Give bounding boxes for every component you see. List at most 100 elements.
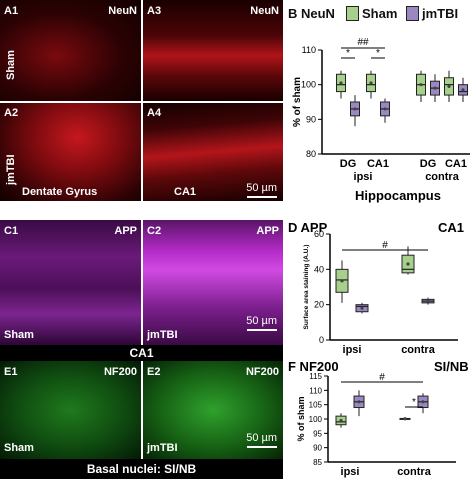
y-tick-label: 100 [309,415,323,424]
legend: B NeuN Sham jmTBI [288,2,474,24]
data-point [426,299,430,303]
y-tick-label: 100 [301,80,316,90]
y-tick-label: 90 [306,114,316,124]
data-point [383,107,387,111]
region-label: CA1 [174,186,197,198]
chart-f: F NF200 SI/NB 85 90 95 100 105 110 115 % of sham i… [288,359,469,478]
y-tick-label: 110 [309,386,322,395]
y-tick-label: 85 [313,458,322,467]
x-tick-label: DG [340,158,357,170]
chart-d: D APP CA1 0 20 40 60 Surface area staining (A.… [288,220,464,356]
y-axis-label: % of sham [292,77,303,127]
panel-a3: A3 NeuN [143,0,283,101]
chart-title-b: B NeuN [288,6,335,21]
panel-label: E2 [147,366,161,378]
stain-label: APP [256,225,279,237]
legend-label-jmtbi: jmTBI [422,6,459,21]
panel-label: A4 [147,107,162,119]
x-tick-label: ipsi [341,466,360,478]
panel-label: C2 [147,225,162,237]
y-axis-label: Surface area staining (A.U.) [303,245,310,330]
chart-title: F NF200 [288,359,339,374]
y-tick-label: 40 [314,264,324,274]
region-caption: CA1 [0,345,283,361]
chart-title: D APP [288,220,328,235]
data-point [433,86,437,90]
panel-label: A3 [147,5,162,17]
x-tick-label: contra [401,344,436,356]
group-label: jmTBI [5,154,17,185]
data-point [340,279,344,283]
sig-marker: * [412,397,416,408]
data-point [339,418,343,423]
data-point [419,83,423,87]
panel-a4: A4 CA1 50 µm [143,103,283,201]
data-point [339,81,343,85]
region-caption: Basal nuclei: SI/NB [0,459,283,479]
panel-a2: A2 jmTBI Dentate Gyrus [0,103,141,201]
stain-label: NF200 [103,366,137,378]
stain-label: NeuN [250,5,279,17]
group-label: Sham [4,329,34,341]
y-tick-label: 110 [302,45,316,55]
panel-e2: E2 NF200 jmTBI 50 µm [143,361,283,459]
group-label: contra [425,171,460,183]
sig-marker: * [346,48,350,59]
scale-bar-label: 50 µm [246,182,277,194]
panel-label: E1 [4,366,18,378]
data-point [447,84,451,88]
y-tick-label: 115 [309,372,322,381]
group-label: ipsi [354,171,373,183]
panel-e1: E1 NF200 Sham [0,361,141,459]
legend-label-sham: Sham [362,6,398,21]
stain-label: NF200 [245,366,279,378]
group-label: Sham [5,50,17,80]
sig-marker: # [382,240,388,251]
x-tick-label: DG [420,158,437,170]
legend-swatch-sham [346,6,359,21]
group-label: jmTBI [147,442,178,454]
group-label: jmTBI [147,329,178,341]
x-tick-label: CA1 [367,158,389,170]
data-point [461,88,465,92]
x-axis-label: Hippocampus [355,188,441,203]
panel-label: A2 [4,107,19,119]
data-point [360,306,364,310]
panel-a1: A1 NeuN Sham [0,0,141,101]
scale-bar [247,196,277,198]
data-point [406,262,410,266]
y-tick-label: 80 [306,149,316,159]
data-point [353,107,357,111]
data-point [421,400,425,404]
y-tick-label: 20 [314,300,324,310]
sig-marker: * [376,48,380,59]
y-tick-label: 90 [313,444,322,453]
panel-label: C1 [4,225,19,237]
panel-label: A1 [4,5,19,17]
data-point [369,81,373,85]
data-point [403,417,407,421]
y-tick-label: 60 [314,229,324,239]
y-tick-label: 0 [319,335,324,345]
x-tick-label: ipsi [343,344,362,356]
y-tick-label: 95 [313,429,322,438]
scale-bar [247,446,277,448]
scale-bar-label: 50 µm [246,315,277,327]
chart-region: CA1 [438,220,464,235]
group-label: Sham [4,442,34,454]
panel-c2: C2 APP jmTBI 50 µm [143,220,283,345]
chart-region: SI/NB [434,359,469,374]
stain-label: NeuN [108,5,137,17]
sig-marker: # [379,372,385,383]
region-label: Dentate Gyrus [22,186,98,198]
sig-marker: ## [357,37,369,48]
scale-bar [247,329,277,331]
panel-c1: C1 APP Sham [0,220,141,345]
y-axis-label: % of sham [296,396,306,441]
x-tick-label: contra [397,466,432,478]
scale-bar-label: 50 µm [246,432,277,444]
stain-label: APP [114,225,137,237]
legend-swatch-jmtbi [406,6,419,21]
x-tick-label: CA1 [445,158,467,170]
